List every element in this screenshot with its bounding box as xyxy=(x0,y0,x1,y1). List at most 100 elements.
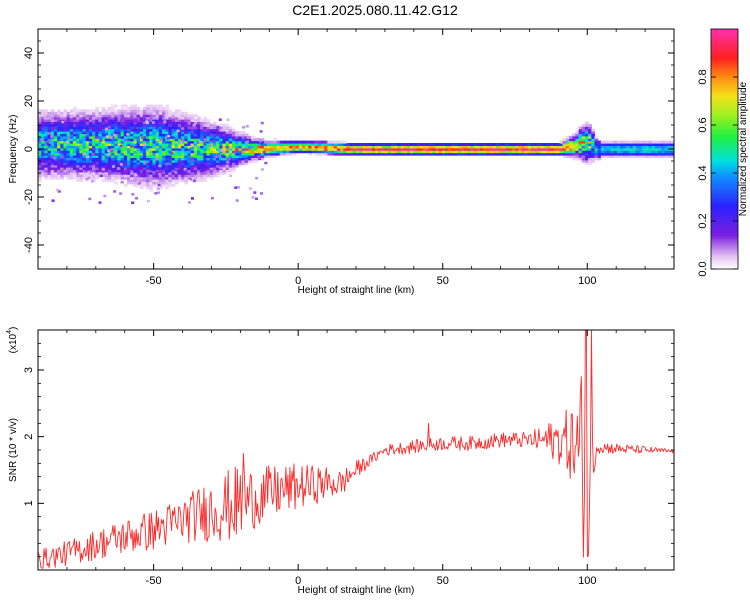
spectrogram-cell xyxy=(152,131,157,134)
spectrogram-cell xyxy=(177,128,182,132)
spectrogram-cell xyxy=(152,138,157,142)
spectrogram-cell xyxy=(85,169,90,173)
spectrogram-cell xyxy=(193,140,198,144)
spectrogram-cell xyxy=(165,186,169,190)
spectrogram-cell xyxy=(95,123,100,127)
spectrogram-cell xyxy=(155,169,160,173)
spectrogram-cell xyxy=(146,145,150,149)
spectrogram-cell xyxy=(162,150,166,154)
spectrogram-cell xyxy=(336,152,341,156)
spectrogram-cell xyxy=(117,143,122,146)
spectrogram-cell xyxy=(69,164,74,168)
spectrogram-cell xyxy=(499,143,503,146)
spectrogram-cell xyxy=(177,169,182,173)
spectrogram-cell xyxy=(212,162,217,166)
spectrogram-cell xyxy=(142,140,147,144)
spectrogram-cell xyxy=(149,162,154,166)
spectrogram-cell xyxy=(187,114,192,118)
spectrogram-speck xyxy=(61,120,65,124)
spectrogram-cell xyxy=(123,164,128,168)
spectrogram-cell xyxy=(88,123,93,127)
spectrogram-cell xyxy=(343,143,348,146)
colorbar-frame xyxy=(710,28,739,270)
spectrogram-cell xyxy=(181,114,185,118)
spectrogram-cell xyxy=(92,155,96,158)
spectrogram-cell xyxy=(101,150,106,154)
spectrogram-cell xyxy=(381,145,386,149)
spectrogram-cell xyxy=(117,111,122,115)
spectrogram-cell xyxy=(591,131,596,134)
spectrogram-cell xyxy=(92,145,96,149)
spectrogram-cell xyxy=(111,155,115,158)
spectrogram-cell xyxy=(343,147,348,151)
spectrogram-cell xyxy=(365,150,370,154)
spectrogram-cell xyxy=(384,150,389,154)
spectrogram-cell xyxy=(642,155,646,158)
spectrogram-cell xyxy=(406,145,411,149)
spectrogram-cell xyxy=(63,140,68,144)
spectrogram-cell xyxy=(639,155,643,158)
spectrogram-cell xyxy=(107,128,112,132)
spectrogram-cell xyxy=(181,145,185,149)
spectrogram-cell xyxy=(197,145,201,149)
spectrogram-cell xyxy=(158,174,163,178)
spectrogram-cell xyxy=(155,109,160,113)
spectrogram-cell xyxy=(177,119,182,122)
spectrogram-cell xyxy=(263,147,268,151)
spectrogram-cell xyxy=(197,135,201,139)
spectrogram-cell xyxy=(120,116,125,120)
spectrogram-cell xyxy=(225,169,230,173)
spectrogram-cell xyxy=(66,176,71,180)
spectrogram-cell xyxy=(241,152,246,156)
spectrogram-cell xyxy=(556,150,561,154)
spectrogram-cell xyxy=(136,145,141,149)
spectrogram-cell xyxy=(543,143,548,146)
spectrogram-cell xyxy=(457,143,462,146)
spectrogram-speck xyxy=(57,190,61,193)
spectrogram-cell xyxy=(499,152,503,156)
spectrogram-cell xyxy=(394,145,398,149)
spectrogram-cell xyxy=(473,143,478,146)
spectrogram-cell xyxy=(120,111,125,115)
spectrogram-cell xyxy=(149,176,154,180)
spectrogram-cell xyxy=(222,123,227,127)
spectrogram-cell xyxy=(117,147,122,151)
spectrogram-cell xyxy=(136,174,141,178)
spectrogram-cell xyxy=(142,111,147,115)
spectrogram-cell xyxy=(136,128,141,132)
spectrogram-cell xyxy=(206,133,211,137)
spectrogram-cell xyxy=(123,114,128,118)
spectrogram-cell xyxy=(139,133,144,137)
spectrogram-cell xyxy=(76,150,80,154)
spectrogram-cell xyxy=(260,145,265,149)
spectrogram-cell xyxy=(600,150,605,154)
spectrogram-cell xyxy=(120,150,125,154)
spectrogram-cell xyxy=(184,152,189,156)
spectrogram-cell xyxy=(282,140,287,144)
spectrogram-cell xyxy=(95,147,100,151)
spectrogram-cell xyxy=(216,140,220,144)
spectrogram-cell xyxy=(581,128,586,132)
spectrogram-cell xyxy=(85,109,90,113)
spectrogram-cell xyxy=(44,164,49,168)
spectrogram-cell xyxy=(41,121,45,125)
spectrogram-cell xyxy=(57,147,61,151)
spectrogram-cell xyxy=(235,133,239,137)
spectrogram-cell xyxy=(139,147,144,151)
spectrogram-cell xyxy=(413,145,418,149)
spectrogram-cell xyxy=(117,116,122,120)
spectrogram-cell xyxy=(146,152,150,156)
spectrogram-cell xyxy=(146,183,150,187)
spectrogram-cell xyxy=(225,128,230,132)
spectrogram-cell xyxy=(209,143,214,146)
spectrogram-cell xyxy=(231,162,236,166)
spectrogram-cell xyxy=(95,145,100,149)
spectrogram-cell xyxy=(120,171,125,175)
spectrogram-cell xyxy=(76,147,80,151)
spectrogram-cell xyxy=(575,157,580,161)
spectrogram-cell xyxy=(556,152,561,156)
spectrogram-cell xyxy=(203,133,208,137)
spectrogram-cell xyxy=(76,169,80,173)
spectrogram-cell xyxy=(66,145,71,149)
spectrogram-cell xyxy=(219,147,224,151)
